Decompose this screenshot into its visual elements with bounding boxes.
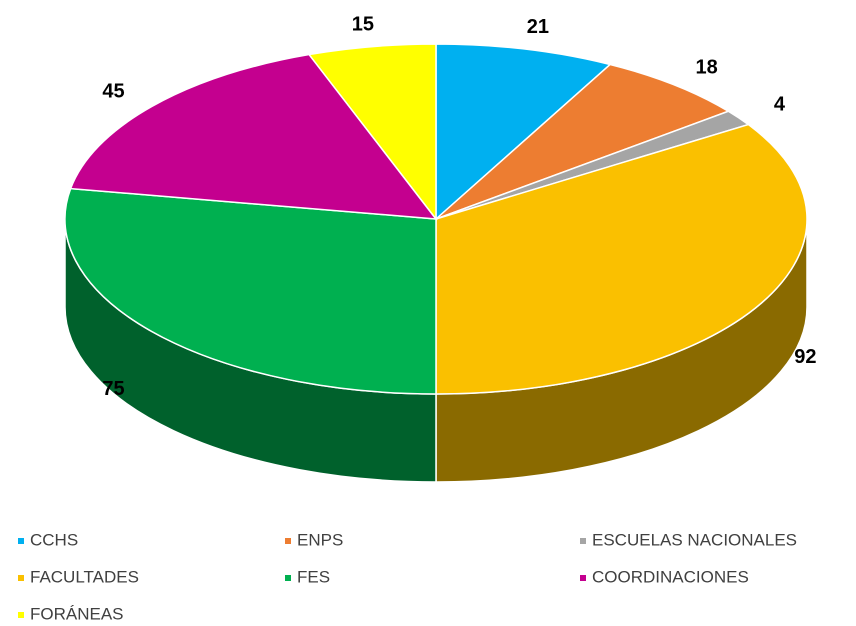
legend-label: ENPS bbox=[297, 530, 343, 549]
legend-swatch bbox=[580, 538, 586, 544]
legend-label: ESCUELAS NACIONALES bbox=[592, 530, 797, 549]
slice bbox=[69, 53, 438, 220]
legend-swatch bbox=[285, 575, 291, 581]
slice bbox=[435, 63, 731, 220]
slice bbox=[307, 43, 437, 222]
legend-label: CCHS bbox=[30, 530, 78, 549]
data-label: 92 bbox=[794, 346, 816, 368]
data-label: 45 bbox=[102, 81, 124, 103]
legend-label: FES bbox=[297, 567, 330, 586]
data-label: 4 bbox=[774, 93, 786, 115]
legend-label: FORÁNEAS bbox=[30, 604, 124, 623]
data-label: 18 bbox=[695, 56, 717, 78]
legend-swatch bbox=[18, 612, 24, 618]
data-label: 15 bbox=[352, 13, 374, 35]
legend-swatch bbox=[580, 575, 586, 581]
slice bbox=[64, 187, 437, 395]
legend-label: COORDINACIONES bbox=[592, 567, 749, 586]
legend-swatch bbox=[18, 575, 24, 581]
legend-label: FACULTADES bbox=[30, 567, 139, 586]
data-label: 75 bbox=[102, 378, 124, 400]
legend-swatch bbox=[285, 538, 291, 544]
data-label: 21 bbox=[527, 16, 549, 38]
slice bbox=[435, 123, 808, 395]
legend-swatch bbox=[18, 538, 24, 544]
slice bbox=[435, 43, 612, 221]
